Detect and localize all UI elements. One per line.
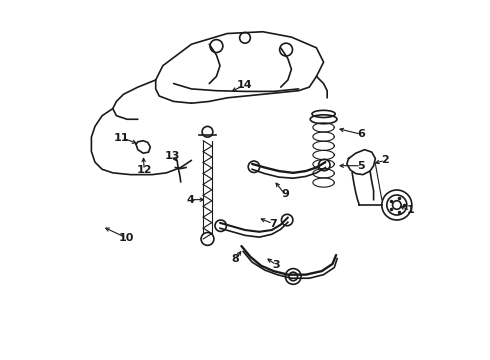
Text: 9: 9 (281, 189, 289, 199)
Text: 12: 12 (137, 165, 152, 175)
Text: 11: 11 (114, 133, 129, 143)
Text: 2: 2 (381, 156, 389, 165)
Text: 13: 13 (165, 151, 180, 161)
Text: 1: 1 (407, 205, 414, 215)
Text: 7: 7 (269, 219, 277, 229)
Text: 4: 4 (187, 195, 195, 204)
Text: 10: 10 (119, 233, 134, 243)
Text: 14: 14 (237, 80, 252, 90)
Text: 5: 5 (357, 161, 365, 171)
Text: 3: 3 (272, 260, 280, 270)
Text: 8: 8 (231, 254, 239, 264)
Text: 6: 6 (357, 129, 365, 139)
